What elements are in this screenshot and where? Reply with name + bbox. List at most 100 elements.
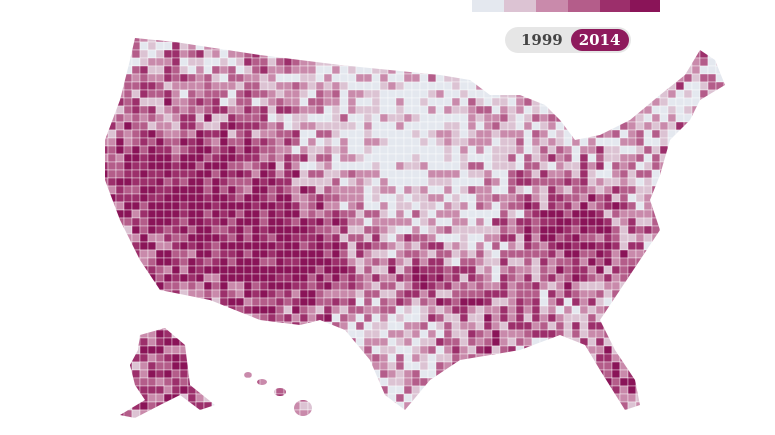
county-cell <box>475 305 485 315</box>
county-cell <box>643 313 653 323</box>
county-cell <box>131 161 141 171</box>
county-cell <box>627 417 637 418</box>
county-cell <box>467 297 477 307</box>
county-cell <box>707 369 717 379</box>
county-cell <box>387 177 397 187</box>
legend-swatch <box>600 0 630 12</box>
county-cell <box>587 129 597 139</box>
county-cell <box>235 289 245 299</box>
county-cell <box>435 193 445 203</box>
county-cell <box>275 321 285 331</box>
county-cell <box>651 225 661 235</box>
county-cell <box>715 49 725 59</box>
county-cell <box>459 105 469 115</box>
county-cell <box>347 89 357 99</box>
county-cell <box>555 385 565 395</box>
county-cell <box>467 89 477 99</box>
county-cell <box>611 57 621 67</box>
county-cell <box>355 265 365 275</box>
county-cell <box>499 225 509 235</box>
county-cell <box>683 225 693 235</box>
county-cell <box>435 105 445 115</box>
county-cell <box>107 417 117 418</box>
county-cell <box>595 81 605 91</box>
county-cell <box>459 233 469 243</box>
county-cell <box>315 129 325 139</box>
county-cell <box>179 361 189 371</box>
county-cell <box>267 49 277 59</box>
county-cell <box>651 401 661 411</box>
county-cell <box>419 417 429 418</box>
county-cell <box>451 233 461 243</box>
county-cell <box>715 361 725 371</box>
county-cell <box>387 265 397 275</box>
county-cell <box>563 121 573 131</box>
county-cell <box>275 305 285 315</box>
county-cell <box>451 137 461 147</box>
county-cell <box>203 257 213 267</box>
county-cell <box>219 105 229 115</box>
county-cell <box>315 81 325 91</box>
county-cell <box>339 377 349 387</box>
county-cell <box>283 313 293 323</box>
county-cell <box>443 137 453 147</box>
county-cell <box>675 233 685 243</box>
county-cell <box>203 73 213 83</box>
county-cell <box>475 89 485 99</box>
county-cell <box>627 137 637 147</box>
county-cell <box>299 313 309 323</box>
county-cell <box>259 81 269 91</box>
county-cell <box>243 113 253 123</box>
county-cell <box>227 337 237 347</box>
county-cell <box>115 289 125 299</box>
county-cell <box>507 313 517 323</box>
county-cell <box>475 385 485 395</box>
county-cell <box>219 361 229 371</box>
year-option[interactable]: 2014 <box>570 29 629 51</box>
county-cell <box>435 201 445 211</box>
county-cell <box>547 401 557 411</box>
county-cell <box>699 401 709 411</box>
county-cell <box>475 97 485 107</box>
county-cell <box>459 137 469 147</box>
county-cell <box>187 353 197 363</box>
county-cell <box>267 65 277 75</box>
county-cell <box>499 233 509 243</box>
county-cell <box>643 273 653 283</box>
county-cell <box>467 137 477 147</box>
county-cell <box>267 153 277 163</box>
county-cell <box>315 353 325 363</box>
county-cell <box>347 38 357 43</box>
county-cell <box>275 313 285 323</box>
county-cell <box>267 321 277 331</box>
county-cell <box>107 337 117 347</box>
county-cell <box>651 233 661 243</box>
county-cell <box>483 345 493 355</box>
county-cell <box>363 153 373 163</box>
county-cell <box>699 297 709 307</box>
county-cell <box>195 89 205 99</box>
county-cell <box>315 281 325 291</box>
county-cell <box>595 377 605 387</box>
county-cell <box>139 169 149 179</box>
county-cell <box>283 209 293 219</box>
county-cell <box>531 241 541 251</box>
county-cell <box>115 241 125 251</box>
county-cell <box>707 385 717 395</box>
county-cell <box>667 201 677 211</box>
county-cell <box>547 105 557 115</box>
county-cell <box>155 225 165 235</box>
county-cell <box>211 145 221 155</box>
county-cell <box>243 105 253 115</box>
county-cell <box>379 401 389 411</box>
county-cell <box>667 129 677 139</box>
county-cell <box>195 49 205 59</box>
county-cell <box>323 361 333 371</box>
county-cell <box>179 113 189 123</box>
year-option[interactable]: 1999 <box>521 31 563 49</box>
county-cell <box>443 49 453 59</box>
county-cell <box>595 121 605 131</box>
county-cell <box>555 105 565 115</box>
county-cell <box>243 97 253 107</box>
county-cell <box>635 361 645 371</box>
